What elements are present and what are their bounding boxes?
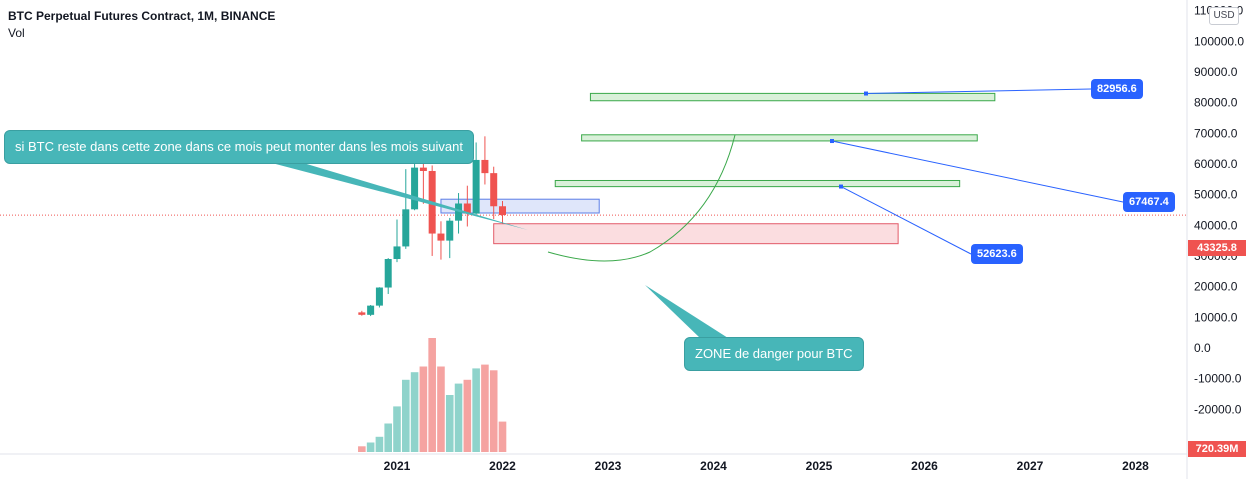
price-tick-label: 0.0: [1194, 341, 1211, 355]
volume-bar: [437, 366, 445, 452]
current-price-label: 43325.8: [1188, 240, 1246, 256]
price-tick-label: 100000.0: [1194, 34, 1244, 48]
volume-bar: [481, 364, 489, 452]
callout-top-pointer: [268, 162, 528, 230]
time-tick-label: 2027: [1017, 459, 1044, 473]
target-marker: [864, 91, 868, 96]
candle-body: [384, 259, 392, 288]
price-tick-label: 60000.0: [1194, 157, 1238, 171]
volume-bar: [445, 395, 454, 452]
target-marker: [830, 139, 834, 144]
candle-body: [358, 312, 366, 315]
candle-body: [393, 246, 401, 260]
time-tick-label: 2025: [806, 459, 833, 473]
time-tick-label: 2024: [700, 459, 727, 473]
volume-bar: [472, 368, 480, 452]
callout-danger-pointer: [645, 285, 728, 338]
volume-bar: [410, 372, 419, 452]
time-tick-label: 2028: [1122, 459, 1149, 473]
volume-bar: [463, 379, 472, 452]
volume-legend[interactable]: Vol: [8, 26, 25, 40]
target-connector: [865, 88, 1092, 95]
target-zone: [581, 134, 978, 142]
candle-body: [490, 173, 498, 207]
target-tag-1[interactable]: 82956.6: [1091, 79, 1143, 99]
danger-zone: [493, 223, 899, 245]
callout-danger-zone[interactable]: ZONE de danger pour BTC: [684, 337, 864, 371]
volume-bar: [366, 442, 375, 452]
price-tick-label: 70000.0: [1194, 126, 1238, 140]
volume-bar: [384, 423, 393, 452]
time-tick-label: 2022: [489, 459, 516, 473]
volume-bar: [498, 421, 507, 452]
price-tick-label: -10000.0: [1194, 372, 1242, 386]
volume-bar: [375, 436, 384, 452]
candle-body: [472, 159, 480, 214]
target-connector: [840, 186, 972, 255]
volume-bar: [358, 446, 366, 452]
target-zone: [589, 92, 996, 102]
volume-value-label: 720.39M: [1188, 441, 1246, 457]
currency-button[interactable]: USD: [1209, 7, 1239, 25]
target-connector: [831, 140, 1124, 203]
price-tick-label: -20000.0: [1194, 402, 1242, 416]
candle-body: [375, 287, 383, 306]
candle-body: [411, 167, 419, 210]
projection-curve: [547, 134, 736, 262]
price-tick-label: 50000.0: [1194, 188, 1238, 202]
volume-bar: [393, 406, 401, 452]
target-zone: [554, 179, 961, 188]
candle-body: [437, 233, 445, 241]
volume-bar: [401, 379, 410, 452]
candle-body: [481, 159, 489, 174]
candle-body: [499, 206, 506, 216]
price-tick-label: 80000.0: [1194, 96, 1238, 110]
time-tick-label: 2023: [595, 459, 622, 473]
callout-top[interactable]: si BTC reste dans cette zone dans ce moi…: [4, 130, 474, 164]
price-tick-label: 90000.0: [1194, 65, 1238, 79]
candle-body: [463, 203, 471, 214]
volume-bar: [419, 366, 428, 452]
volume-bar: [428, 338, 436, 452]
candle-body: [446, 220, 454, 241]
volume-bar: [454, 383, 463, 452]
target-marker: [839, 184, 843, 189]
symbol-title[interactable]: BTC Perpetual Futures Contract, 1M, BINA…: [8, 9, 276, 23]
candle-body: [402, 209, 410, 247]
price-tick-label: 40000.0: [1194, 218, 1238, 232]
time-tick-label: 2026: [911, 459, 938, 473]
time-tick-label: 2021: [384, 459, 411, 473]
candle-body: [455, 203, 463, 221]
candle-body: [367, 305, 375, 315]
candle-body: [419, 167, 427, 171]
target-tag-3[interactable]: 52623.6: [971, 244, 1023, 264]
volume-bar: [489, 370, 498, 452]
target-tag-2[interactable]: 67467.4: [1123, 192, 1175, 212]
price-tick-label: 10000.0: [1194, 310, 1238, 324]
price-tick-label: 20000.0: [1194, 280, 1238, 294]
